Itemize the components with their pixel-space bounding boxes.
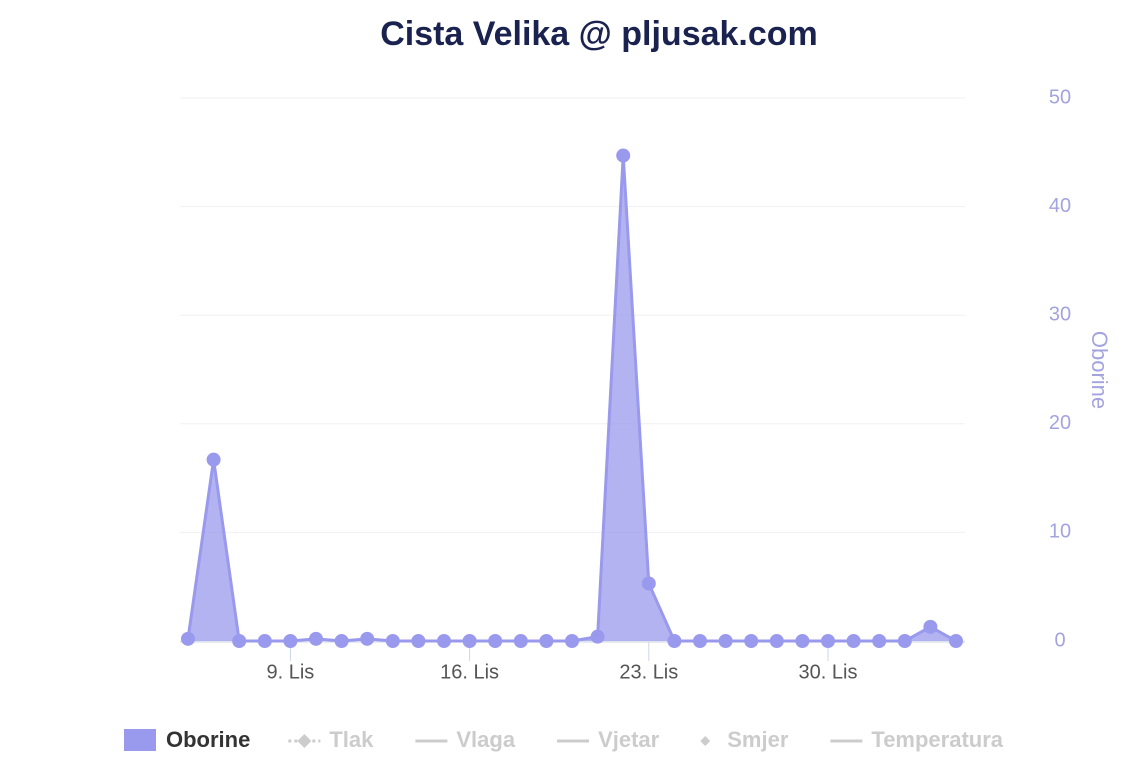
marker bbox=[616, 148, 631, 163]
legend-symbol bbox=[297, 734, 312, 748]
marker bbox=[821, 634, 835, 648]
marker bbox=[257, 634, 272, 648]
y-tick-label: 40 bbox=[1049, 195, 1071, 217]
marker bbox=[667, 634, 682, 648]
marker bbox=[846, 634, 861, 648]
marker bbox=[769, 634, 784, 648]
marker bbox=[718, 634, 733, 648]
marker bbox=[539, 634, 554, 648]
legend-item[interactable]: Oborine bbox=[166, 727, 250, 752]
x-tick-label: 23. Lis bbox=[619, 661, 678, 683]
y-tick-label: 20 bbox=[1049, 412, 1071, 434]
y-tick-label: 10 bbox=[1049, 521, 1071, 543]
marker bbox=[309, 631, 323, 646]
marker bbox=[206, 452, 221, 467]
legend-symbol bbox=[700, 736, 711, 746]
marker bbox=[462, 634, 477, 648]
y-tick-label: 0 bbox=[1054, 629, 1065, 651]
marker bbox=[923, 619, 938, 634]
marker bbox=[181, 631, 195, 646]
marker bbox=[411, 634, 426, 648]
marker bbox=[385, 634, 400, 648]
marker bbox=[744, 634, 759, 648]
marker bbox=[232, 634, 247, 648]
x-tick-label: 30. Lis bbox=[799, 661, 858, 683]
legend-item[interactable]: Vlaga bbox=[456, 727, 515, 752]
marker bbox=[949, 634, 963, 648]
marker bbox=[488, 634, 503, 648]
y-axis-title: Oborine bbox=[1087, 331, 1112, 409]
marker bbox=[641, 576, 656, 591]
legend-item[interactable]: Tlak bbox=[329, 727, 374, 752]
marker bbox=[437, 634, 451, 648]
x-tick-label: 16. Lis bbox=[440, 661, 499, 683]
marker bbox=[283, 634, 298, 648]
marker bbox=[334, 634, 349, 648]
line bbox=[186, 155, 957, 643]
legend-item[interactable]: Smjer bbox=[727, 727, 789, 752]
area bbox=[188, 155, 956, 642]
marker bbox=[360, 631, 375, 646]
marker bbox=[795, 634, 810, 648]
marker bbox=[693, 634, 707, 648]
chart-title: Cista Velika @ pljusak.com bbox=[380, 15, 818, 53]
x-tick-label: 9. Lis bbox=[266, 661, 314, 683]
legend-item[interactable]: Vjetar bbox=[598, 727, 660, 752]
marker bbox=[897, 634, 912, 648]
legend-item[interactable]: Temperatura bbox=[871, 727, 1003, 752]
y-tick-label: 50 bbox=[1049, 86, 1071, 108]
legend-symbol bbox=[124, 729, 156, 751]
marker bbox=[513, 634, 528, 648]
marker bbox=[872, 634, 887, 648]
marker bbox=[565, 634, 579, 648]
marker bbox=[590, 629, 605, 644]
y-tick-label: 30 bbox=[1049, 303, 1071, 325]
